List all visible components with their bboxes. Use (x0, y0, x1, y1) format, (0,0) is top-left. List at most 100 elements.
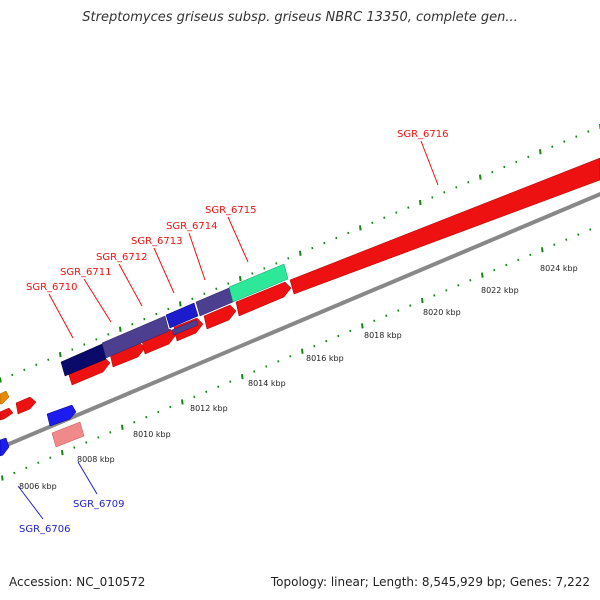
gene-feature[interactable] (203, 304, 237, 330)
gene-label-SGR_6716[interactable]: SGR_6716 (397, 129, 449, 140)
minor-tick (49, 456, 52, 459)
minor-tick (83, 343, 86, 346)
minor-tick (313, 344, 316, 348)
gene-SGR_6713[interactable] (165, 302, 199, 329)
major-tick (241, 373, 244, 380)
minor-tick (263, 267, 266, 270)
minor-tick (155, 312, 158, 316)
gene-SGR_6716[interactable] (289, 157, 600, 295)
scale-label: 8010 kbp (133, 430, 171, 439)
minor-tick (349, 329, 352, 333)
minor-tick (431, 196, 434, 199)
major-tick (0, 377, 2, 383)
minor-tick (517, 258, 520, 262)
minor-tick (565, 238, 568, 241)
minor-tick (205, 390, 208, 394)
scale-label: 8016 kbp (306, 354, 344, 363)
minor-tick (409, 304, 412, 307)
gene-label-SGR_6712[interactable]: SGR_6712 (96, 252, 148, 263)
minor-tick (347, 231, 350, 235)
gene-feature[interactable] (171, 319, 199, 336)
gene-feature[interactable] (0, 407, 14, 421)
gene-label-SGR_6710[interactable]: SGR_6710 (26, 282, 78, 293)
gene-label-SGR_6715[interactable]: SGR_6715 (205, 205, 257, 216)
minor-tick (563, 140, 566, 143)
minor-tick (95, 338, 98, 341)
genome-backbone (0, 192, 600, 450)
major-tick (181, 399, 184, 405)
minor-tick (167, 307, 170, 311)
minor-tick (589, 228, 592, 231)
callout-line (153, 247, 175, 294)
gene-label-SGR_6714[interactable]: SGR_6714 (166, 221, 218, 232)
minor-tick (335, 236, 338, 240)
gene-SGR_6715[interactable] (228, 263, 289, 303)
minor-tick (157, 410, 160, 414)
genome-stats-label: Topology: linear; Length: 8,545,929 bp; … (270, 575, 590, 589)
minor-tick (553, 243, 556, 246)
minor-tick (575, 135, 578, 138)
minor-tick (251, 272, 254, 275)
minor-tick (505, 263, 508, 267)
major-tick (481, 272, 484, 278)
scale-label: 8014 kbp (248, 379, 286, 388)
minor-tick (23, 368, 26, 372)
minor-tick (203, 292, 206, 296)
callout-line (17, 485, 44, 520)
scale-label: 8008 kbp (77, 455, 115, 464)
gene-feature[interactable] (46, 404, 77, 427)
minor-tick (109, 431, 112, 434)
gene-label-SGR_6709[interactable]: SGR_6709 (73, 499, 125, 510)
scale-label: 8018 kbp (364, 331, 402, 340)
minor-tick (587, 130, 590, 133)
minor-tick (107, 333, 110, 336)
major-tick (59, 352, 62, 358)
minor-tick (527, 155, 530, 159)
scale-label: 8022 kbp (481, 286, 519, 295)
gene-feature[interactable] (15, 396, 37, 415)
gene-SGR_6710[interactable] (60, 343, 107, 377)
minor-tick (503, 165, 506, 169)
gene-label-SGR_6713[interactable]: SGR_6713 (131, 236, 183, 247)
reverse-strand-genes (0, 263, 289, 457)
callout-line (83, 278, 112, 323)
minor-tick (397, 309, 400, 312)
minor-tick (253, 370, 256, 373)
minor-tick (337, 334, 340, 338)
minor-tick (217, 385, 220, 388)
major-tick (119, 326, 122, 332)
gene-SGR_6706[interactable] (0, 437, 10, 457)
gene-SGR_6711[interactable] (101, 315, 170, 359)
major-tick (61, 450, 64, 456)
major-tick (239, 275, 242, 282)
scale-label: 8024 kbp (540, 264, 578, 273)
major-tick (479, 174, 482, 180)
gene-SGR_6709[interactable] (51, 421, 85, 448)
minor-tick (229, 380, 232, 383)
gene-label-SGR_6706[interactable]: SGR_6706 (19, 524, 71, 535)
minor-tick (457, 284, 460, 287)
minor-tick (407, 206, 410, 209)
minor-tick (13, 471, 16, 475)
gene-callouts (17, 140, 439, 520)
gene-feature[interactable] (0, 390, 10, 405)
callout-line (48, 293, 74, 339)
minor-tick (289, 355, 292, 358)
minor-tick (443, 191, 446, 194)
minor-tick (433, 294, 436, 297)
forward-strand-genes (0, 157, 600, 421)
minor-tick (383, 216, 386, 219)
major-tick (419, 199, 422, 206)
minor-tick (373, 319, 376, 323)
minor-tick (529, 253, 532, 257)
minor-tick (445, 289, 448, 292)
minor-tick (25, 466, 28, 470)
minor-tick (85, 441, 88, 444)
gene-label-SGR_6711[interactable]: SGR_6711 (60, 267, 112, 278)
minor-tick (191, 297, 194, 301)
gene-feature[interactable] (235, 281, 292, 317)
major-tick (1, 475, 4, 481)
callout-line (77, 461, 98, 495)
minor-tick (493, 268, 496, 272)
